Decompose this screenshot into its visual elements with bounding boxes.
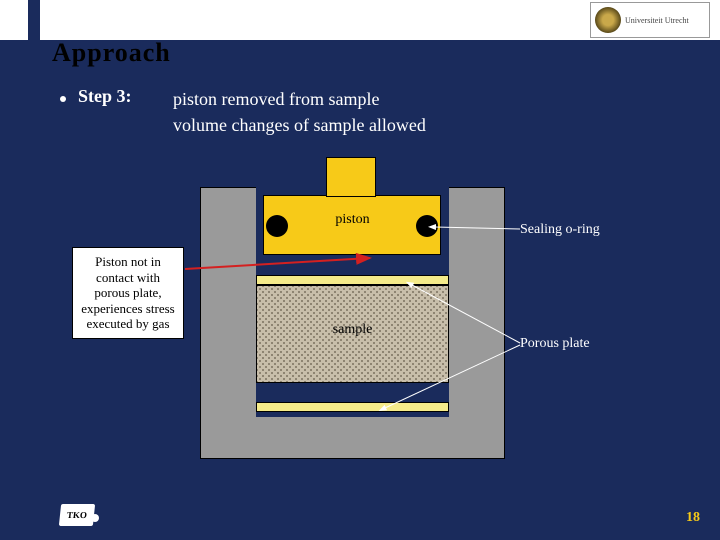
side-accent-bar xyxy=(28,0,40,490)
footer-logo-dot-icon xyxy=(91,514,99,522)
logo-seal-icon xyxy=(595,7,621,33)
logo-text: Universiteit Utrecht xyxy=(625,16,689,25)
page-number: 18 xyxy=(686,510,700,526)
piston-label: piston xyxy=(200,212,505,228)
porous-plate-bottom xyxy=(256,402,449,412)
apparatus-diagram: piston sample xyxy=(200,157,505,462)
step-label: Step 3: xyxy=(78,86,173,107)
label-porous-plate: Porous plate xyxy=(520,336,590,352)
step-description: piston removed from sample volume change… xyxy=(173,86,426,138)
footer-logo: TKO xyxy=(59,504,95,526)
vessel-wall-bottom xyxy=(200,417,505,459)
piston-stem xyxy=(326,157,376,197)
step-line1: piston removed from sample xyxy=(173,89,379,109)
callout-piston-note: Piston not in contact with porous plate,… xyxy=(72,247,184,339)
bullet-icon xyxy=(60,96,66,102)
porous-plate-top xyxy=(256,275,449,285)
sample-label: sample xyxy=(200,322,505,338)
step-line2: volume changes of sample allowed xyxy=(173,115,426,135)
step-row: Step 3: piston removed from sample volum… xyxy=(60,86,660,138)
university-logo: Universiteit Utrecht xyxy=(590,2,710,38)
label-sealing-oring: Sealing o-ring xyxy=(520,222,600,238)
slide-heading: Approach xyxy=(52,38,171,68)
